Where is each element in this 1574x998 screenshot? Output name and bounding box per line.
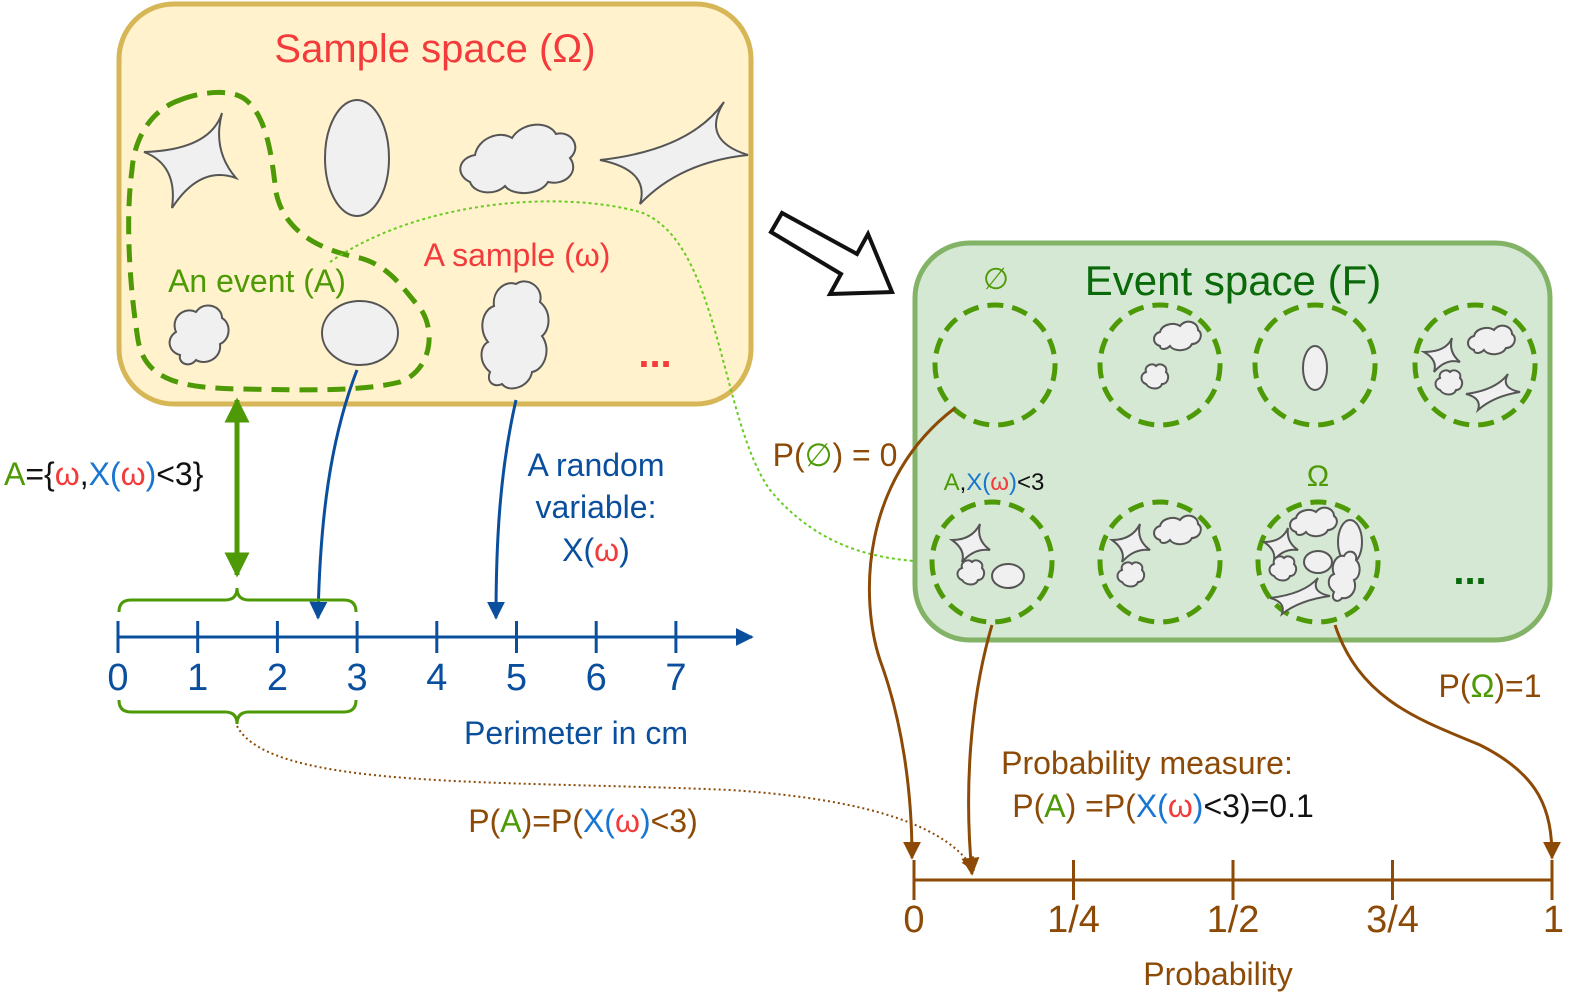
interval-bottom-brace <box>117 699 358 725</box>
sample-long-star-shape <box>599 101 749 205</box>
event-space-box <box>912 240 1553 643</box>
random-variable-arrow-2 <box>487 399 518 620</box>
prob-measure-title: Probability measure: <box>1001 745 1293 781</box>
probability-tick-label-0: 0 <box>903 899 924 941</box>
event-circle-oval <box>1252 302 1378 428</box>
event-a-label: An event (A) <box>168 263 346 299</box>
probability-tick-label-4: 1 <box>1543 899 1564 941</box>
perimeter-tick-label-5: 5 <box>506 657 527 699</box>
perimeter-tick-label-6: 6 <box>586 657 607 699</box>
prob-empty-label: P(∅) = 0 <box>773 437 898 473</box>
interval-to-probability-dotted <box>236 725 975 872</box>
random-variable-line1: A random <box>528 447 665 483</box>
event-a-outline <box>126 89 432 393</box>
event-omega-label: Ω <box>1307 460 1329 493</box>
sample-egg-shape <box>321 300 399 366</box>
event-circle-star-cloud <box>1097 499 1223 625</box>
random-variable-line3: X(ω) <box>562 532 630 568</box>
event-empty-set-label: ∅ <box>983 263 1009 296</box>
prob-measure-equation: P(A) =P(X(ω)<3)=0.1 <box>1012 788 1314 824</box>
prob-a-left-label: P(A)=P(X(ω)<3) <box>468 803 697 839</box>
sample-space-title: Sample space (Ω) <box>274 27 595 71</box>
prob-omega-label: P(Ω)=1 <box>1438 668 1541 704</box>
event-a-set-label: A,X(ω)<3 <box>944 469 1045 496</box>
event-circle-omega <box>1255 499 1381 625</box>
sample-to-event-arrow <box>329 200 934 570</box>
prob-empty-arrow <box>867 406 956 860</box>
sample-oval-shape <box>324 99 390 217</box>
prob-omega-arrow <box>1333 624 1561 860</box>
event-space-ellipsis: ... <box>1453 549 1486 593</box>
perimeter-tick-label-0: 0 <box>107 657 128 699</box>
perimeter-tick-label-4: 4 <box>426 657 447 699</box>
sample-small-cloud-shape <box>168 304 230 366</box>
random-variable-line2: variable: <box>536 489 657 525</box>
probability-tick-label-3: 3/4 <box>1366 899 1419 941</box>
mapping-hollow-arrow <box>768 210 895 297</box>
probability-tick-label-2: 1/2 <box>1207 899 1260 941</box>
probability-tick-label-1: 1/4 <box>1047 899 1100 941</box>
random-variable-arrow-1 <box>309 369 359 620</box>
sample-space-box <box>116 1 754 407</box>
perimeter-tick-label-2: 2 <box>267 657 288 699</box>
interval-top-brace <box>117 587 358 613</box>
event-space-title: Event space (F) <box>1085 257 1381 304</box>
sample-cloud-shape <box>459 123 577 194</box>
event-circle-mixed <box>1412 302 1538 428</box>
prob-a-arrow <box>961 624 994 876</box>
event-circle-cloud-pair <box>1097 302 1223 428</box>
perimeter-tick-label-3: 3 <box>347 657 368 699</box>
perimeter-axis-label: Perimeter in cm <box>464 715 688 751</box>
event-circle-a <box>929 499 1055 625</box>
sample-space-ellipsis: ... <box>638 332 671 376</box>
sample-star-shape <box>143 112 240 209</box>
event-circle-empty <box>932 302 1058 428</box>
perimeter-tick-label-7: 7 <box>665 657 686 699</box>
probability-axis-label: Probability <box>1143 956 1292 992</box>
event-set-definition: A={ω,X(ω)<3} <box>4 456 204 492</box>
sample-tall-cloud-shape <box>480 280 550 390</box>
perimeter-tick-label-1: 1 <box>187 657 208 699</box>
sample-omega-label: A sample (ω) <box>424 237 611 273</box>
